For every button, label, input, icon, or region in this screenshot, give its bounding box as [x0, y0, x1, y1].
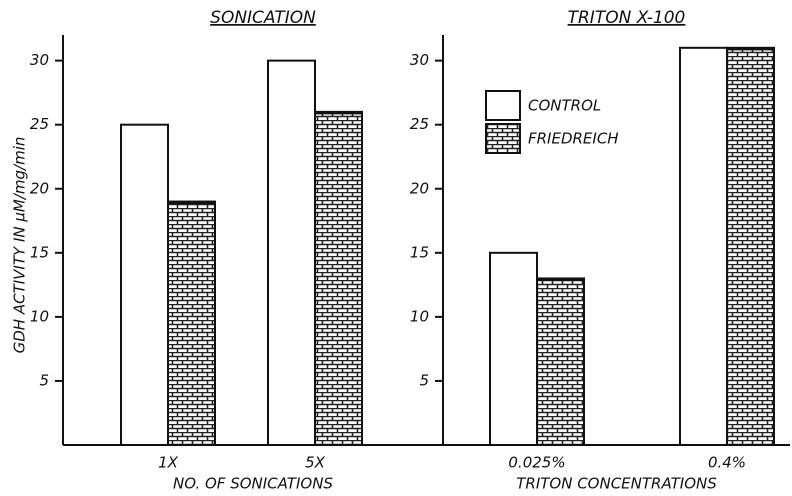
- bar: [726, 46, 775, 446]
- bar: [267, 59, 316, 446]
- y-tick-label: 30: [30, 51, 49, 69]
- legend-swatch: [485, 90, 521, 121]
- chart-title: TRITON X-100: [568, 8, 686, 28]
- y-tick-label: 20: [410, 179, 429, 197]
- y-tick-label: 15: [30, 243, 49, 261]
- chart-title: SONICATION: [210, 8, 316, 28]
- bar: [679, 46, 728, 446]
- bar: [167, 200, 216, 446]
- y-tick-label: 10: [410, 307, 429, 325]
- y-tick-label: 20: [30, 179, 49, 197]
- y-tick-label: 15: [410, 243, 429, 261]
- y-tick-label: 25: [30, 115, 49, 133]
- x-axis-label: NO. OF SONICATIONS: [173, 475, 333, 493]
- y-tick-label: 5: [39, 371, 49, 389]
- legend-label: FRIEDREICH: [528, 130, 619, 148]
- bar: [120, 123, 169, 446]
- x-tick-label: 0.025%: [508, 454, 565, 472]
- x-tick-label: 5X: [305, 454, 326, 472]
- y-tick-label: 30: [410, 51, 429, 69]
- x-tick-label: 1X: [158, 454, 179, 472]
- bar: [314, 110, 363, 446]
- y-axis-label: GDH ACTIVITY IN μM/mg/min: [11, 137, 29, 354]
- bar: [536, 277, 585, 446]
- x-tick-label: 0.4%: [708, 454, 746, 472]
- x-axis-label: TRITON CONCENTRATIONS: [516, 475, 717, 493]
- y-tick-label: 5: [419, 371, 429, 389]
- bar: [489, 251, 538, 446]
- legend-label: CONTROL: [528, 97, 601, 115]
- y-tick-label: 25: [410, 115, 429, 133]
- legend-swatch: [485, 123, 521, 154]
- y-tick-label: 10: [30, 307, 49, 325]
